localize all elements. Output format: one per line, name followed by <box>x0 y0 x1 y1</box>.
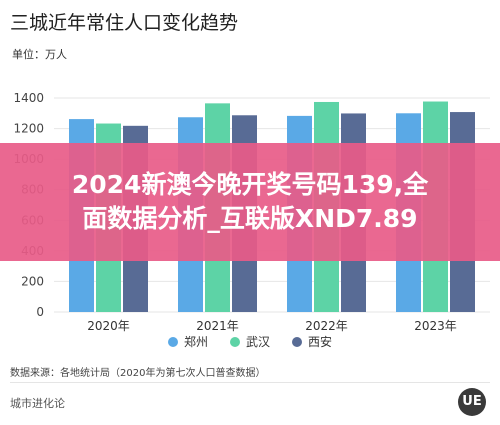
y-tick-label: 1400 <box>13 91 44 105</box>
x-tick-label: 2020年 <box>87 319 130 333</box>
brand-logo-icon: UE <box>458 388 486 416</box>
promo-overlay-text: 2024新澳今晚开奖号码139,全 面数据分析_互联版XND7.89 <box>0 168 500 236</box>
promo-overlay-banner <box>0 143 500 261</box>
unit-label: 单位：万人 <box>12 48 67 61</box>
y-tick-label: 200 <box>21 274 44 288</box>
legend-label-wuhan: 武汉 <box>245 335 270 349</box>
footer-divider <box>10 382 490 383</box>
legend-label-zhengzhou: 郑州 <box>183 335 208 349</box>
y-tick-label: 0 <box>36 305 44 319</box>
brand-name: 城市进化论 <box>10 397 65 410</box>
x-tick-label: 2023年 <box>414 319 457 333</box>
data-source-note: 数据来源：各地统计局（2020年为第七次人口普查数据） <box>10 368 266 379</box>
legend-dot-zhengzhou <box>167 336 178 347</box>
promo-overlay-line-2: 面数据分析_互联版XND7.89 <box>82 204 418 233</box>
chart-title: 三城近年常住人口变化趋势 <box>10 12 239 34</box>
x-tick-label: 2022年 <box>305 319 348 333</box>
legend-item-xian: 西安 <box>292 333 332 350</box>
promo-overlay-line-1: 2024新澳今晚开奖号码139,全 <box>71 170 429 199</box>
y-tick-label: 1200 <box>13 122 44 136</box>
legend-item-zhengzhou: 郑州 <box>167 333 208 350</box>
legend-label-xian: 西安 <box>308 335 333 349</box>
legend-dot-wuhan <box>229 336 240 347</box>
legend-item-wuhan: 武汉 <box>229 333 270 350</box>
legend-dot-xian <box>292 336 302 347</box>
x-tick-label: 2021年 <box>196 319 239 333</box>
chart-legend: 郑州 武汉 西安 <box>0 333 500 350</box>
